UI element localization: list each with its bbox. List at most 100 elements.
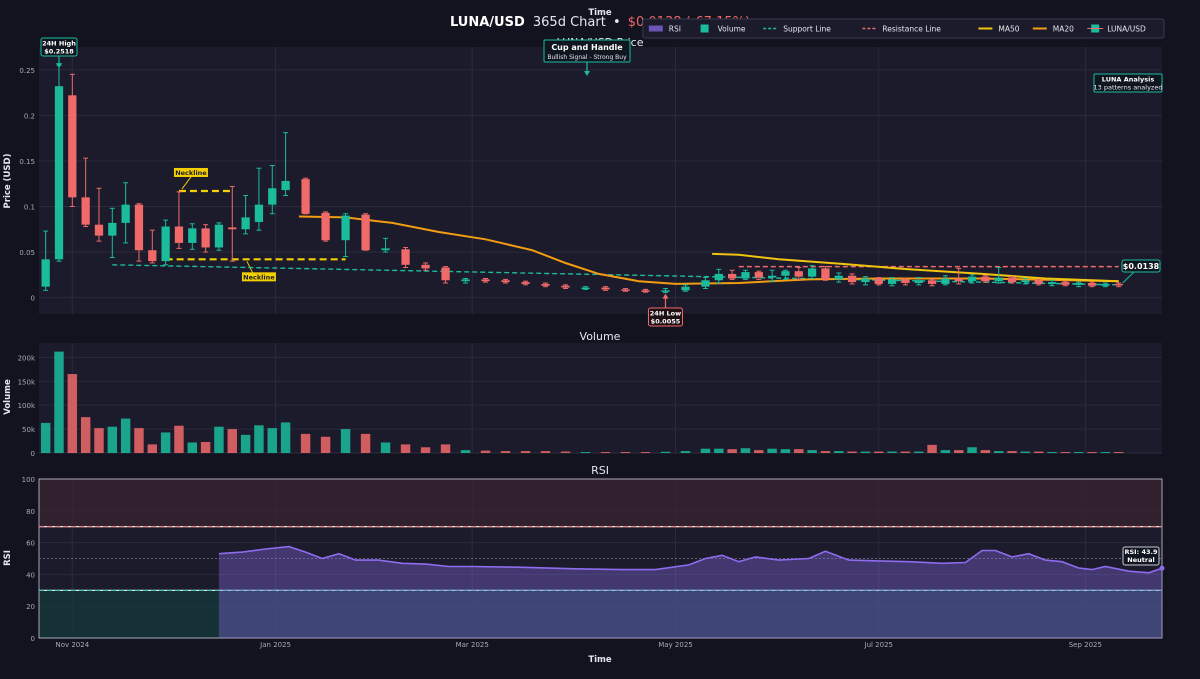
volume-tick-label: 150k — [18, 378, 36, 386]
volume-bar — [660, 451, 671, 453]
analysis-title: LUNA Analysis — [1102, 76, 1155, 84]
pattern-arrowhead — [584, 71, 590, 76]
last-price-label: $0.0138 — [1123, 262, 1160, 271]
candle-body-down — [981, 276, 990, 282]
legend-volume-label: Volume — [718, 25, 746, 34]
candle-body-up — [41, 259, 50, 287]
candle — [541, 282, 550, 288]
pattern-label-title: Cup and Handle — [551, 43, 623, 52]
volume-bar — [160, 432, 171, 453]
candle-body-down — [874, 278, 883, 284]
candle-body-up — [834, 275, 843, 280]
price-tick-label: 0.1 — [24, 203, 35, 211]
candle — [501, 278, 510, 284]
candle-body-up — [1101, 283, 1110, 286]
volume-bar — [900, 451, 911, 453]
candle — [94, 187, 104, 242]
volume-bar — [874, 451, 884, 453]
candle-body-up — [241, 217, 250, 230]
low-label-box — [647, 307, 683, 327]
pair-label: LUNA/USD — [450, 15, 525, 30]
candle-body-down — [727, 273, 737, 279]
high-label-box — [40, 37, 78, 57]
candle-body-up — [341, 215, 350, 241]
candle — [1034, 278, 1043, 286]
volume-bar — [847, 451, 857, 453]
candle — [421, 262, 430, 271]
x-tick-label: Nov 2024 — [55, 641, 89, 649]
last-price-pointer — [1122, 271, 1135, 284]
volume-bar — [700, 448, 711, 453]
candle-body-up — [807, 268, 817, 277]
ma50-line — [712, 252, 1119, 283]
analysis-subtitle: 13 patterns analyzed — [1094, 84, 1163, 92]
rsi-panel-title: RSI — [591, 464, 609, 477]
volume-bar — [280, 422, 291, 453]
x-tick-label: Mar 2025 — [456, 641, 489, 649]
volume-bar — [1087, 452, 1097, 454]
candle-body-up — [108, 222, 117, 236]
volume-bars — [40, 351, 1124, 454]
neckline-label-bg — [173, 167, 208, 177]
candle-body-down — [561, 285, 570, 288]
price-tick-label: 0.15 — [19, 158, 35, 166]
volume-bar — [620, 452, 631, 454]
volume-bar — [680, 451, 691, 453]
volume-bar — [460, 450, 471, 453]
candle-body-up — [741, 272, 750, 279]
candle — [967, 274, 977, 284]
candle — [321, 211, 330, 242]
candle-body-down — [601, 287, 610, 290]
last-price-box — [1121, 259, 1161, 273]
candle — [701, 277, 710, 289]
period-label: 365d Chart — [533, 15, 606, 30]
volume-bar — [767, 448, 777, 453]
candle — [807, 265, 817, 279]
candle — [874, 277, 883, 286]
candle-body-down — [621, 289, 630, 291]
volume-bar — [320, 436, 331, 453]
legend-resistance-label: Resistance Line — [882, 25, 941, 34]
candle-body-down — [501, 280, 510, 283]
candle-body-up — [188, 228, 197, 243]
rsi-tick-label: 60 — [26, 540, 35, 548]
rsi-tick-label: 80 — [26, 508, 35, 516]
volume-bar — [834, 451, 844, 453]
candle-body-down — [794, 271, 803, 277]
legend-volume-swatch — [700, 24, 709, 33]
candle — [927, 278, 937, 287]
volume-tick-label: 100k — [18, 402, 36, 410]
volume-bar — [954, 450, 964, 453]
candle-body-up — [994, 277, 1003, 282]
candle — [1021, 277, 1030, 285]
candle-body-down — [401, 249, 410, 265]
volume-bar — [227, 429, 237, 453]
candle-body-down — [68, 95, 77, 198]
candle-body-up — [214, 224, 224, 248]
candle-body-up — [254, 204, 264, 222]
candle — [981, 275, 990, 283]
volume-panel-title: Volume — [580, 330, 621, 343]
candle-body-down — [81, 197, 90, 225]
rsi-tick-label: 0 — [31, 635, 35, 643]
candle — [228, 185, 237, 262]
candle — [861, 276, 870, 286]
legend-ma50-label: MA50 — [998, 25, 1019, 34]
candle-body-up — [161, 226, 170, 262]
candle — [201, 224, 210, 253]
volume-bar — [440, 444, 451, 453]
candle — [41, 230, 50, 291]
candle-body-down — [421, 264, 430, 269]
volume-bar — [420, 447, 431, 453]
volume-bar — [300, 433, 311, 453]
candle — [134, 203, 144, 262]
volume-bar — [714, 448, 724, 453]
candle-body-down — [1087, 283, 1097, 286]
high-label-value: $0.2518 — [44, 48, 74, 56]
price-panel-bg — [39, 47, 1162, 314]
legend-candle-label: LUNA/USD — [1107, 25, 1146, 34]
candle-body-up — [681, 286, 690, 291]
rsi-y-ticks: 0 20 40 60 80 100 — [22, 476, 35, 643]
candle-body-up — [861, 278, 870, 283]
